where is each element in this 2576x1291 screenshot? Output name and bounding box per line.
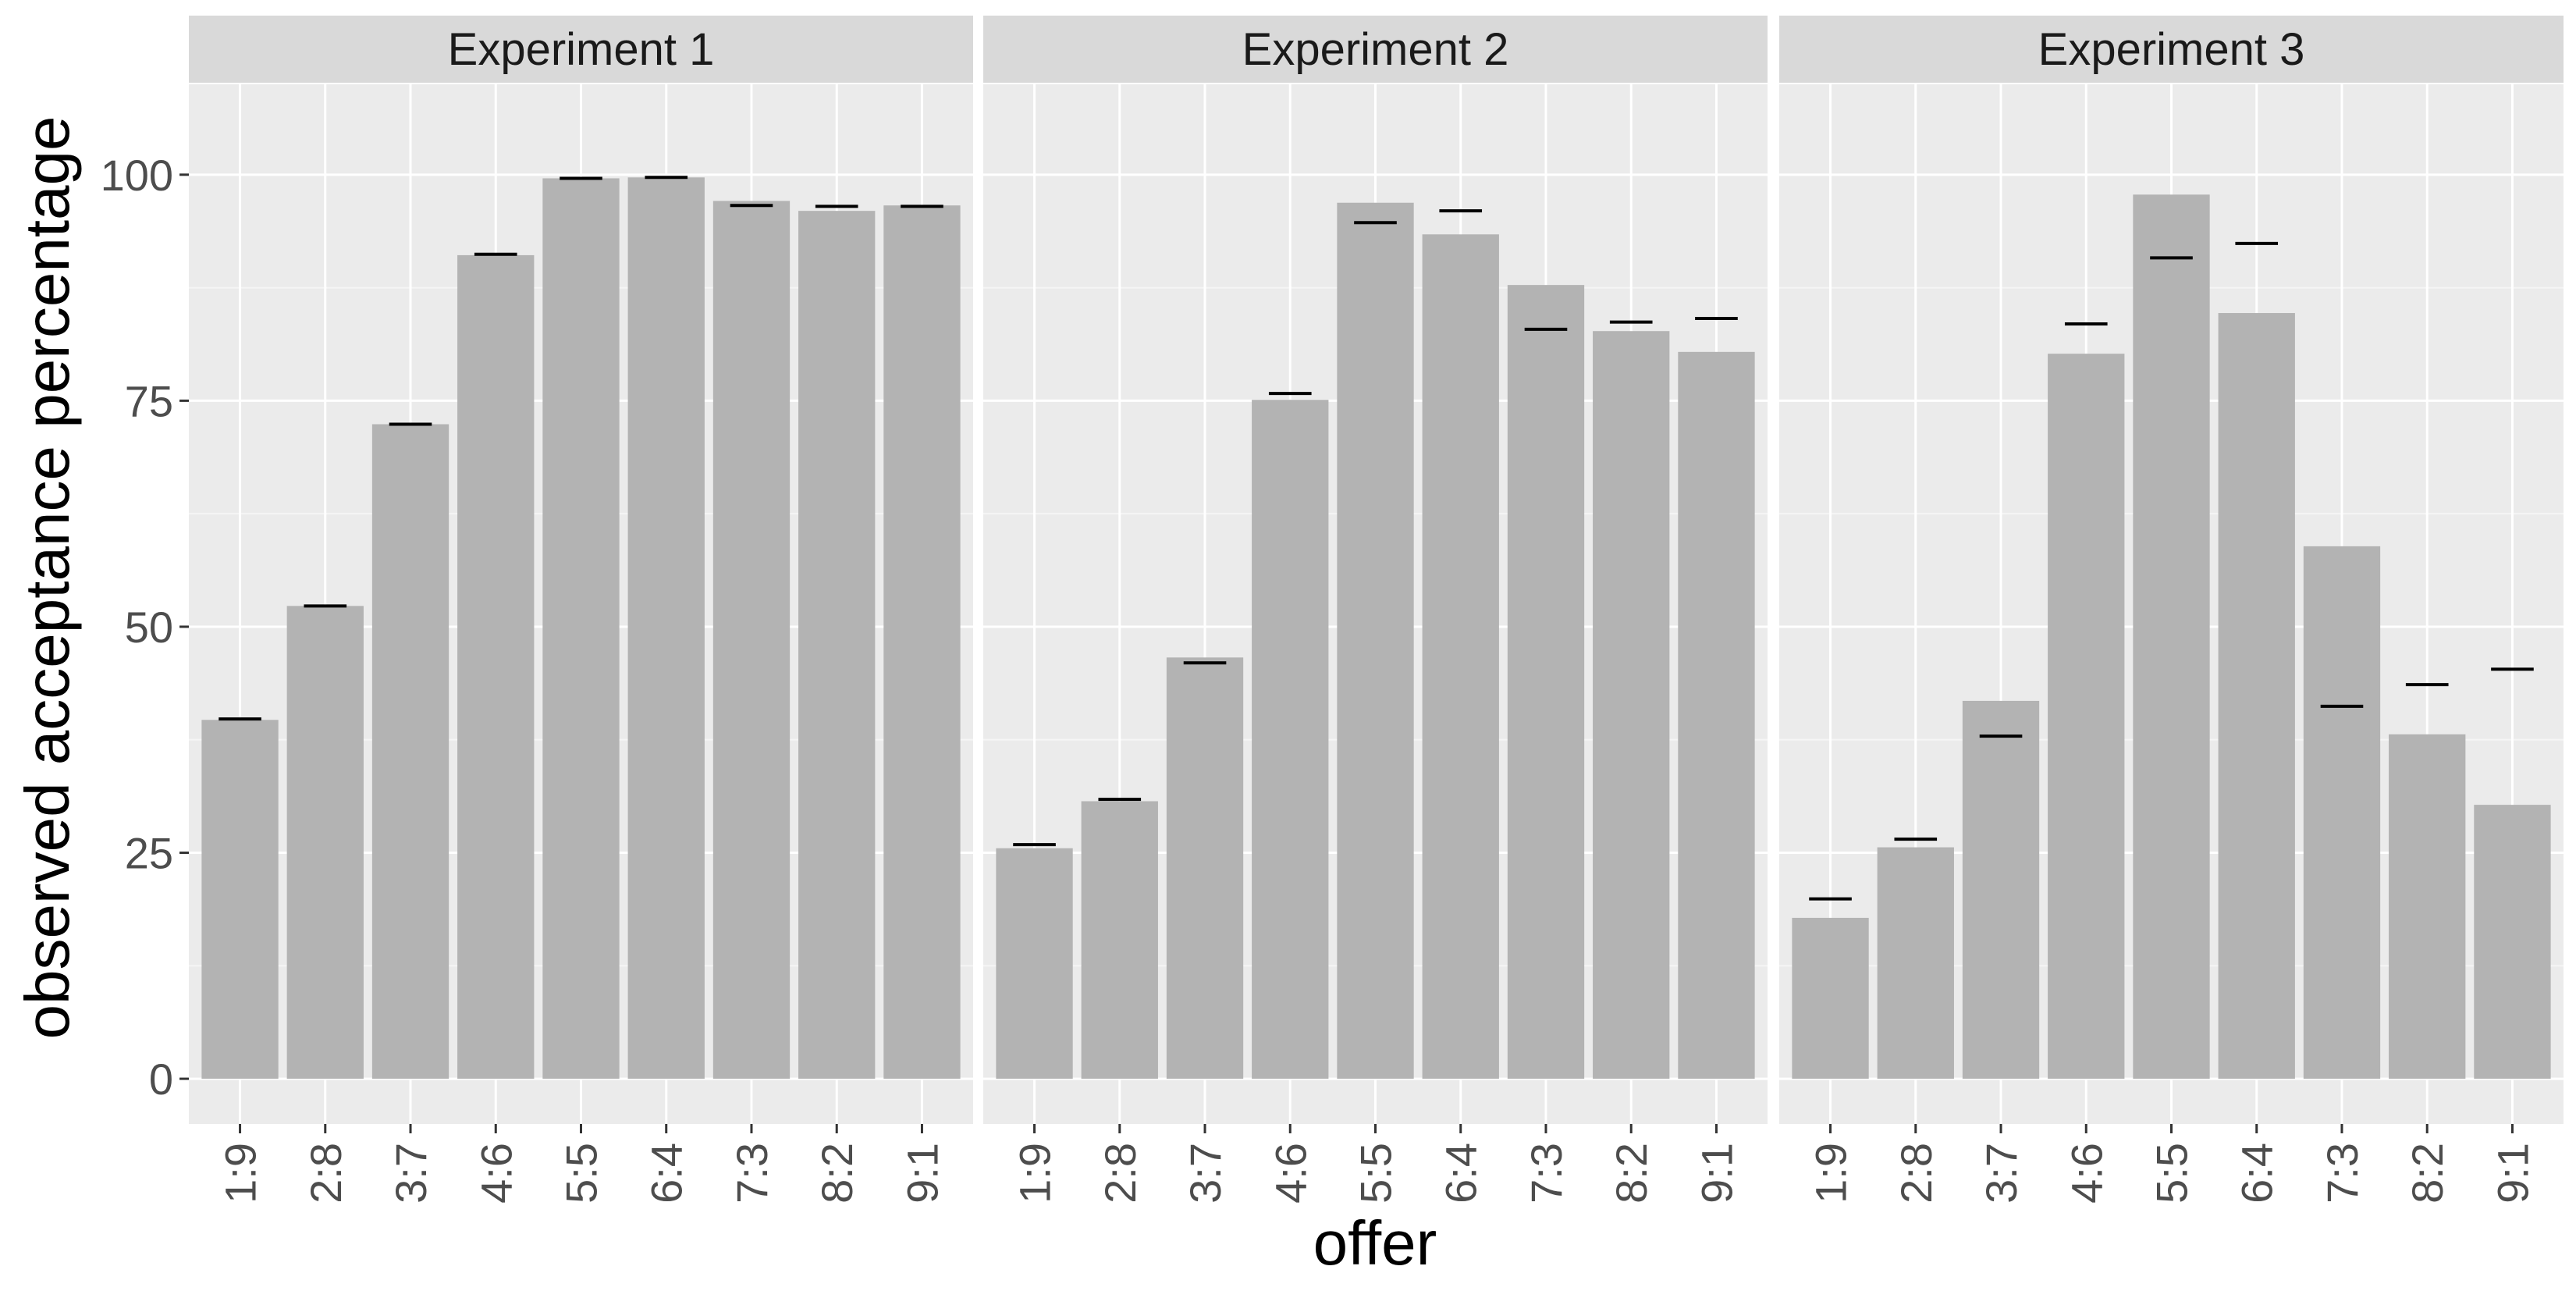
bar-3:7 bbox=[1166, 657, 1244, 1079]
x-tick-label: 5:5 bbox=[557, 1143, 606, 1204]
x-tick-label: 6:4 bbox=[1437, 1143, 1486, 1204]
y-axis: 0 25 50 75 100 bbox=[101, 151, 189, 1104]
x-tick-label: 6:4 bbox=[642, 1143, 691, 1204]
bar-4:6 bbox=[457, 254, 535, 1079]
bar-2:8 bbox=[1081, 801, 1158, 1079]
bar-4:6 bbox=[1252, 400, 1329, 1079]
x-tick-label: 6:4 bbox=[2233, 1143, 2282, 1204]
x-tick-label: 9:1 bbox=[897, 1143, 947, 1204]
bar-8:2 bbox=[798, 211, 876, 1079]
bar-9:1 bbox=[1678, 351, 1755, 1079]
bar-6:4 bbox=[627, 177, 705, 1079]
x-tick-label: 8:2 bbox=[2403, 1143, 2452, 1204]
x-axis-title: offer bbox=[1313, 1208, 1437, 1278]
x-tick-label: 1:9 bbox=[1807, 1143, 1856, 1204]
bar-6:4 bbox=[1422, 234, 1499, 1079]
y-tick-label: 0 bbox=[149, 1054, 173, 1104]
bar-1:9 bbox=[201, 720, 279, 1079]
x-tick-label: 2:8 bbox=[301, 1143, 350, 1204]
x-tick-label: 1:9 bbox=[216, 1143, 265, 1204]
bar-7:3 bbox=[712, 201, 791, 1079]
strip-background bbox=[983, 16, 1768, 83]
panels: Experiment 11:9 2:8 3:7 4:6 5:5 6:4 7:3 8:2 9:1E… bbox=[189, 16, 2564, 1204]
x-tick-label: 5:5 bbox=[2148, 1143, 2197, 1204]
bar-9:1 bbox=[2474, 805, 2551, 1079]
x-tick-label: 7:3 bbox=[2318, 1143, 2367, 1204]
x-tick-label: 3:7 bbox=[386, 1143, 435, 1204]
x-tick-label: 2:8 bbox=[1096, 1143, 1145, 1204]
x-tick-label: 4:6 bbox=[2062, 1143, 2111, 1204]
strip-background bbox=[1779, 16, 2564, 83]
panel-title: Experiment 3 bbox=[2038, 24, 2305, 75]
panel-3: Experiment 3 1:9 2:8 3:7 4:6 5:5 6:4 7:3 8:2 9:1 bbox=[1779, 16, 2564, 1204]
bar-5:5 bbox=[542, 178, 620, 1079]
bar-9:1 bbox=[883, 205, 961, 1079]
x-tick-label: 4:6 bbox=[471, 1143, 521, 1204]
y-tick-label: 75 bbox=[125, 376, 173, 425]
y-axis-title: observed acceptance percentage bbox=[12, 116, 82, 1039]
bar-3:7 bbox=[371, 424, 449, 1079]
panel-title: Experiment 2 bbox=[1242, 24, 1509, 75]
y-tick-label: 25 bbox=[125, 829, 173, 878]
x-tick-label: 8:2 bbox=[1607, 1143, 1656, 1204]
x-tick-label: 8:2 bbox=[812, 1143, 862, 1204]
y-tick-label: 100 bbox=[101, 151, 173, 200]
bar-7:3 bbox=[2303, 546, 2381, 1079]
x-tick-label: 2:8 bbox=[1892, 1143, 1941, 1204]
x-tick-label: 1:9 bbox=[1011, 1143, 1060, 1204]
y-tick-label: 50 bbox=[125, 603, 173, 652]
bar-3:7 bbox=[1962, 700, 2040, 1079]
x-tick-label: 5:5 bbox=[1352, 1143, 1401, 1204]
x-tick-label: 4:6 bbox=[1266, 1143, 1315, 1204]
bar-2:8 bbox=[286, 606, 364, 1079]
bar-8:2 bbox=[1593, 331, 1670, 1079]
strip-background bbox=[189, 16, 973, 83]
x-tick-label: 3:7 bbox=[1977, 1143, 2026, 1204]
bar-8:2 bbox=[2389, 734, 2466, 1079]
bar-1:9 bbox=[996, 848, 1073, 1079]
bar-4:6 bbox=[2048, 354, 2125, 1079]
panel-2: Experiment 2 1:9 2:8 3:7 4:6 5:5 6:4 7:3 8:2 9:1 bbox=[983, 16, 1768, 1204]
bar-1:9 bbox=[1792, 917, 1869, 1079]
bar-2:8 bbox=[1877, 847, 1954, 1079]
x-tick-label: 3:7 bbox=[1181, 1143, 1230, 1204]
panel-title: Experiment 1 bbox=[448, 24, 715, 75]
bar-5:5 bbox=[1337, 202, 1414, 1079]
x-tick-label: 7:3 bbox=[727, 1143, 776, 1204]
x-tick-label: 7:3 bbox=[1522, 1143, 1571, 1204]
bar-6:4 bbox=[2218, 313, 2295, 1079]
x-tick-label: 9:1 bbox=[2488, 1143, 2537, 1204]
bar-7:3 bbox=[1507, 285, 1585, 1079]
bar-5:5 bbox=[2133, 194, 2210, 1079]
panel-1: Experiment 1 1:9 2:8 3:7 4:6 5:5 6:4 7:3 8:2 9:1 bbox=[189, 16, 973, 1204]
x-tick-label: 9:1 bbox=[1692, 1143, 1741, 1204]
